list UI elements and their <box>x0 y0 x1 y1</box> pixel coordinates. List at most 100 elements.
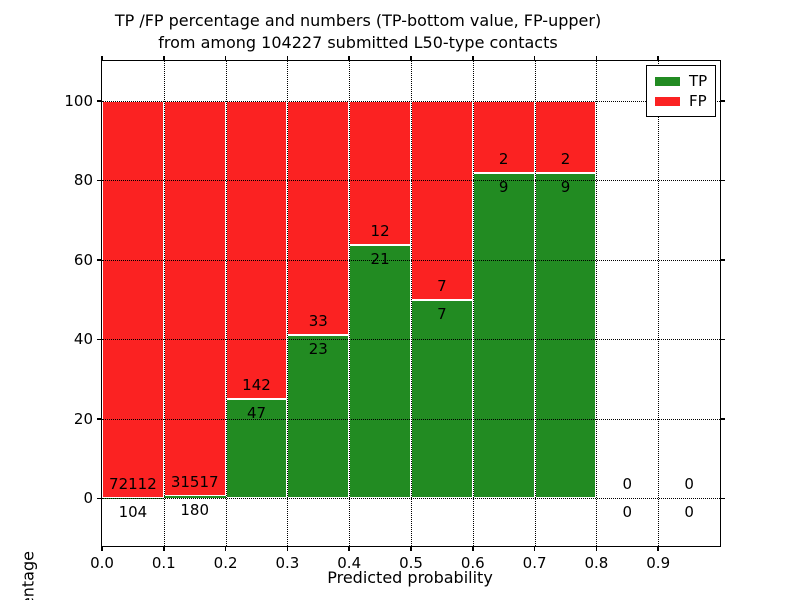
gridline-x <box>287 61 289 546</box>
bar-segment-tp <box>534 173 597 499</box>
tp-legend-swatch <box>655 76 680 86</box>
y-tick-mark-right <box>720 418 725 420</box>
gridline-y <box>102 418 720 420</box>
fp-count-label: 7 <box>437 276 447 295</box>
tp-legend-label: TP <box>689 72 708 90</box>
x-tick-mark <box>410 546 412 551</box>
bar-segment-fp <box>102 100 164 498</box>
fp-count-label: 2 <box>560 150 571 169</box>
gridline-x <box>658 61 660 546</box>
gridline-y <box>102 100 720 102</box>
x-axis-label: Predicted probability <box>327 568 493 587</box>
bar-segment-fp <box>534 100 597 174</box>
fp-count-label: 31517 <box>170 473 219 492</box>
legend-row-fp: FP <box>655 91 707 111</box>
tp-count-label: 9 <box>560 178 571 197</box>
x-tick-mark <box>163 546 165 551</box>
x-tick-mark-top <box>533 56 536 61</box>
x-tick-mark <box>348 546 350 551</box>
gridline-y <box>102 180 720 182</box>
gridline-x <box>411 61 412 546</box>
gridline-x <box>596 61 598 546</box>
y-tick-mark-right <box>720 497 725 500</box>
fp-legend-swatch <box>655 96 680 106</box>
bar-segment-tp <box>349 245 411 499</box>
gridline-y <box>102 259 720 261</box>
fp-count-label: 72112 <box>109 474 157 493</box>
x-tick-label: 0.1 <box>151 554 176 572</box>
x-tick-mark-top <box>101 56 103 61</box>
fp-count-label: 142 <box>242 376 271 395</box>
x-tick-label: 0.7 <box>522 554 547 572</box>
fp-count-label: 33 <box>308 312 328 331</box>
y-tick-mark-right <box>720 338 725 341</box>
bar-segment-fp <box>163 100 226 497</box>
x-tick-mark <box>657 546 659 551</box>
bar-segment-fp <box>411 100 473 300</box>
x-tick-mark-top <box>163 56 165 61</box>
gridline-x <box>225 61 227 546</box>
x-tick-label: 0.0 <box>90 554 114 572</box>
x-tick-label: 0.6 <box>460 554 485 572</box>
x-tick-mark-top <box>410 56 412 61</box>
fp-legend-label: FP <box>689 92 707 110</box>
fp-count-label: 0 <box>684 475 694 494</box>
y-tick-label: 80 <box>73 171 93 190</box>
y-tick-label: 100 <box>64 91 93 110</box>
x-tick-mark <box>286 546 289 551</box>
x-tick-label: 0.3 <box>275 554 300 572</box>
legend: TP FP <box>646 65 716 117</box>
gridline-x <box>534 61 536 546</box>
plot-area: 0.0 0.1 0.2 0.3 0.4 0.5 0.6 0.7 0.8 0.9 0 20 40 60 80 1… <box>64 56 725 572</box>
y-tick-mark <box>97 100 102 102</box>
chart-title: TP /FP percentage and numbers (TP-bottom… <box>0 10 716 54</box>
legend-row-tp: TP <box>655 71 707 91</box>
gridline-x <box>163 61 165 546</box>
x-tick-mark-top <box>472 56 474 61</box>
y-tick-mark <box>97 259 102 261</box>
gridline-x <box>472 61 474 546</box>
x-tick-label: 0.8 <box>584 554 609 572</box>
x-tick-mark-top <box>595 56 598 61</box>
bar-segment-tp <box>225 399 288 499</box>
tp-count-label: 47 <box>246 404 267 423</box>
gridline-x <box>349 61 351 546</box>
bar-segment-tp <box>472 173 535 499</box>
tp-count-label: 104 <box>118 502 148 521</box>
tp-count-label: 180 <box>180 501 210 520</box>
x-tick-mark <box>101 546 103 551</box>
x-tick-label: 0.9 <box>646 554 671 572</box>
y-axis-label: Percentage <box>18 551 38 600</box>
bar-segment-fp <box>287 100 350 336</box>
x-tick-mark <box>533 546 536 551</box>
gridline-y <box>102 339 720 341</box>
chart-title-line1: TP /FP percentage and numbers (TP-bottom… <box>114 11 602 30</box>
x-tick-label: 0.4 <box>337 554 362 572</box>
bar-segment-tp <box>411 299 473 499</box>
y-tick-mark <box>97 338 102 341</box>
bar-segment-fp <box>225 100 288 400</box>
gridline-y <box>102 498 720 500</box>
y-tick-label: 60 <box>73 250 93 269</box>
y-tick-label: 40 <box>73 330 93 349</box>
bar-segment-tp <box>163 496 226 499</box>
x-tick-label: 0.5 <box>399 554 423 572</box>
y-tick-mark <box>97 497 102 500</box>
y-tick-mark-right <box>720 100 725 102</box>
y-tick-label: 0 <box>83 489 93 508</box>
tp-count-label: 21 <box>370 250 390 269</box>
tp-count-label: 7 <box>437 304 447 323</box>
tp-count-label: 23 <box>308 340 328 359</box>
y-tick-label: 20 <box>73 409 93 428</box>
bar-segment-fp <box>349 100 411 246</box>
y-tick-mark-right <box>720 179 725 181</box>
y-tick-mark <box>97 418 102 420</box>
chart-title-line2: from among 104227 submitted L50-type con… <box>158 33 558 52</box>
x-tick-mark-top <box>224 56 227 61</box>
fp-count-label: 2 <box>498 150 509 169</box>
fp-count-label: 0 <box>622 475 633 494</box>
y-tick-mark <box>97 179 102 181</box>
tp-count-label: 9 <box>498 178 509 197</box>
x-tick-mark <box>224 546 227 551</box>
